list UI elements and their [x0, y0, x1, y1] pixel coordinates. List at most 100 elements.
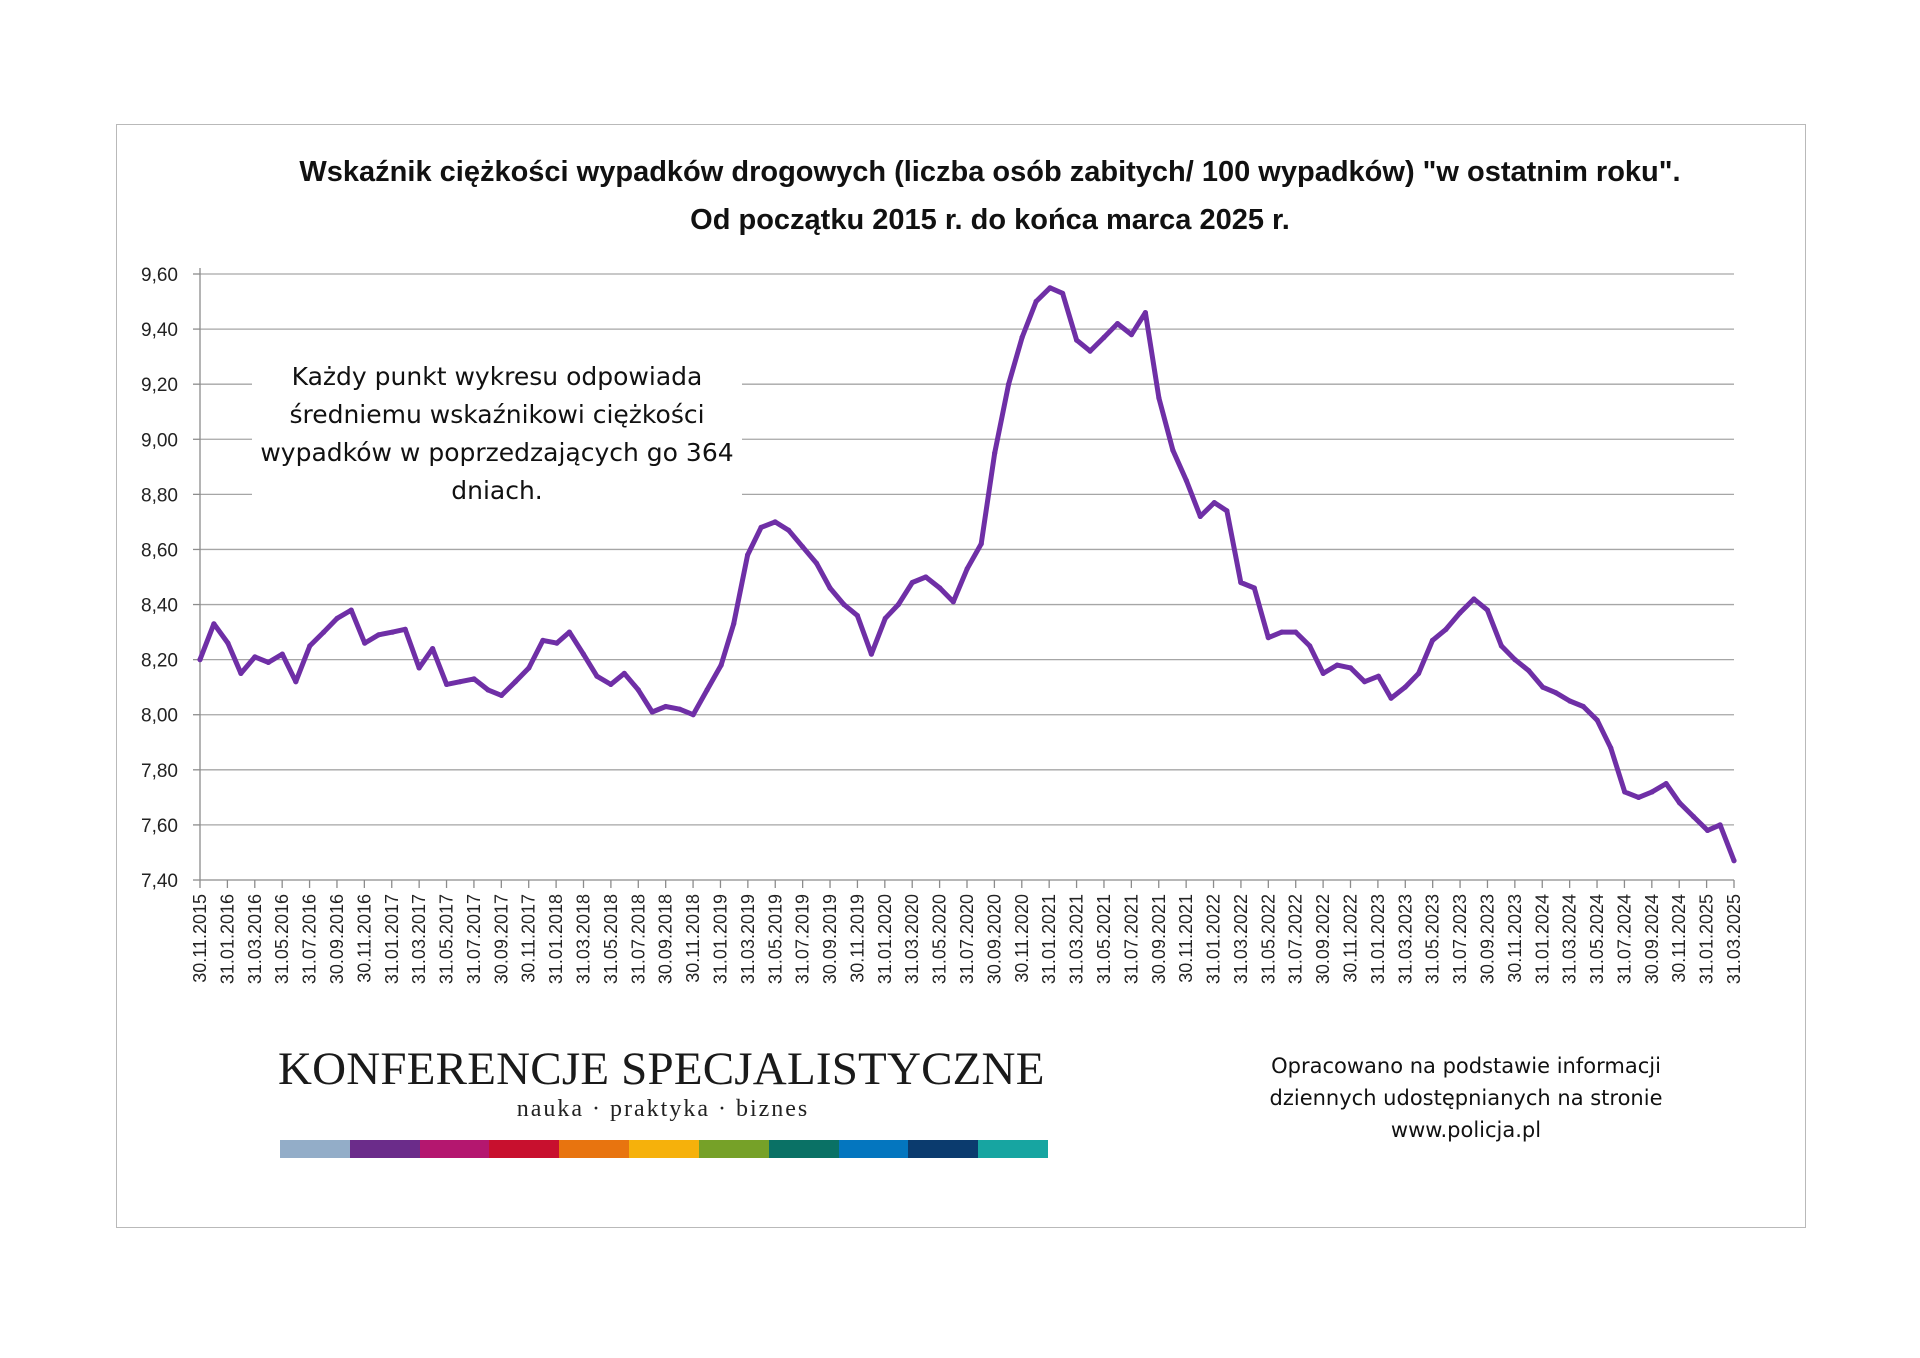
stripe-segment	[629, 1140, 699, 1158]
x-tick-label: 31.03.2024	[1560, 894, 1580, 984]
data-point	[813, 560, 820, 566]
x-tick-label: 31.01.2023	[1368, 894, 1388, 984]
data-point	[663, 703, 669, 710]
x-tick-label: 30.11.2024	[1669, 894, 1689, 983]
data-point	[554, 640, 560, 646]
stripe-segment	[838, 1140, 909, 1158]
data-point	[1348, 665, 1354, 671]
data-point	[1402, 684, 1408, 690]
data-point	[321, 629, 327, 635]
stripe-segment	[419, 1140, 490, 1158]
data-point	[1114, 321, 1121, 327]
data-point	[895, 601, 902, 608]
chart-title-line1: Wskaźnik ciężkości wypadków drogowych (l…	[299, 156, 1681, 188]
data-point	[1526, 668, 1532, 674]
chart-title-line2: Od początku 2015 r. do końca marca 2025 …	[690, 204, 1290, 236]
x-tick-label: 31.01.2018	[546, 894, 566, 984]
data-point	[909, 579, 915, 586]
data-point	[704, 687, 710, 693]
data-point	[1471, 596, 1477, 602]
data-point	[1197, 513, 1203, 520]
x-tick-label: 30.11.2018	[683, 894, 703, 983]
data-point	[1388, 695, 1394, 701]
data-point	[621, 670, 627, 677]
data-point	[457, 679, 463, 685]
y-tick-label: 8,00	[141, 706, 178, 727]
data-point	[279, 651, 285, 657]
data-point	[1060, 290, 1066, 296]
data-point	[608, 681, 614, 688]
data-point	[512, 679, 519, 685]
x-tick-label: 31.07.2019	[793, 894, 813, 984]
data-point	[1251, 585, 1257, 591]
x-tick-label: 31.01.2017	[382, 894, 402, 984]
y-tick-label: 9,20	[141, 375, 178, 396]
data-point	[1663, 781, 1669, 787]
data-point	[580, 651, 587, 657]
data-point	[992, 450, 998, 456]
data-point	[1087, 348, 1093, 354]
x-tick-label: 31.01.2020	[875, 894, 895, 984]
x-tick-label: 31.05.2016	[272, 894, 292, 984]
x-tick-label: 31.03.2018	[574, 894, 594, 984]
data-point	[444, 681, 450, 688]
stripe-segment	[698, 1140, 769, 1158]
data-point	[1334, 662, 1340, 668]
data-point	[1320, 670, 1326, 677]
x-tick-label: 30.11.2023	[1505, 894, 1525, 983]
data-point	[1443, 626, 1449, 632]
data-point	[471, 676, 477, 682]
x-tick-label: 30.11.2016	[354, 894, 374, 983]
data-point	[1128, 332, 1135, 338]
data-point	[416, 665, 422, 671]
data-point	[1101, 334, 1107, 340]
data-point	[211, 621, 217, 627]
data-point	[197, 657, 203, 663]
y-tick-label: 7,60	[141, 816, 178, 837]
data-point	[1279, 629, 1285, 635]
data-point	[635, 687, 641, 693]
data-point	[1074, 337, 1080, 343]
data-point	[1594, 717, 1600, 723]
x-tick-label: 31.03.2025	[1724, 894, 1744, 984]
x-tick-label: 31.07.2022	[1286, 894, 1306, 984]
x-tick-label: 31.03.2017	[409, 894, 429, 984]
data-point	[1156, 395, 1162, 401]
data-point	[1006, 381, 1012, 387]
x-tick-label: 31.03.2023	[1395, 894, 1415, 984]
data-point	[1553, 690, 1559, 696]
data-point	[526, 665, 532, 671]
data-point	[937, 585, 943, 591]
data-point	[265, 659, 271, 666]
x-tick-label: 31.01.2024	[1532, 894, 1552, 984]
stripe-segment	[280, 1140, 350, 1158]
data-point	[718, 662, 724, 668]
x-tick-label: 31.03.2016	[245, 894, 265, 984]
data-point	[1307, 643, 1313, 649]
stripe-segment	[559, 1140, 630, 1158]
data-point	[1362, 679, 1368, 685]
x-tick-label: 31.03.2019	[738, 894, 758, 984]
data-point	[978, 541, 984, 547]
y-tick-label: 8,80	[141, 485, 178, 506]
data-point	[923, 574, 929, 580]
data-point	[1636, 794, 1642, 801]
y-tick-label: 9,60	[141, 265, 178, 286]
data-point	[1293, 629, 1299, 635]
x-tick-label: 31.07.2018	[628, 894, 648, 984]
logo-name: KONFERENCJE SPECJALISTYCZNE	[278, 1043, 1045, 1095]
data-point	[1649, 789, 1655, 795]
data-point	[238, 670, 244, 677]
x-tick-label: 31.05.2024	[1587, 894, 1607, 984]
x-tick-label: 30.11.2020	[1012, 894, 1032, 983]
x-tick-label: 31.03.2022	[1231, 894, 1251, 984]
x-tick-label: 31.07.2024	[1614, 894, 1634, 984]
chart-frame	[116, 124, 1806, 1228]
x-tick-label: 30.09.2024	[1642, 894, 1662, 984]
x-tick-label: 30.09.2019	[820, 894, 840, 984]
x-tick-label: 31.05.2017	[437, 894, 457, 984]
x-tick-label: 31.01.2016	[217, 894, 237, 984]
y-tick-label: 8,20	[141, 651, 178, 672]
chart-annotation: Każdy punkt wykresu odpowiada średniemu …	[252, 356, 742, 512]
data-point	[1183, 478, 1189, 484]
